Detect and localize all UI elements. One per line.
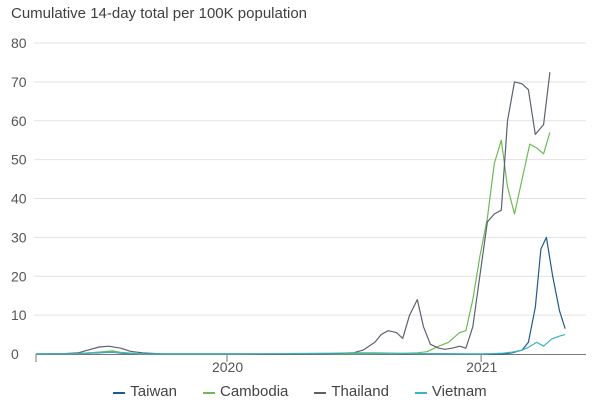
y-tick-label: 20	[11, 268, 27, 284]
legend-swatch	[314, 391, 327, 394]
series-line-thailand	[36, 72, 551, 355]
legend-label: Taiwan	[130, 383, 177, 400]
x-tick-label: 2021	[466, 359, 497, 375]
series-lines	[35, 72, 566, 355]
legend: Taiwan Cambodia Thailand Vietnam	[0, 383, 600, 400]
legend-item-vietnam: Vietnam	[414, 383, 487, 400]
y-tick-label: 80	[11, 35, 27, 51]
chart-title: Cumulative 14-day total per 100K populat…	[11, 5, 308, 22]
gridlines	[34, 42, 586, 316]
legend-label: Thailand	[331, 383, 389, 400]
legend-item-taiwan: Taiwan	[113, 383, 177, 400]
series-line-cambodia	[35, 132, 551, 355]
legend-item-cambodia: Cambodia	[203, 383, 288, 400]
legend-item-thailand: Thailand	[314, 383, 389, 400]
legend-label: Vietnam	[431, 383, 487, 400]
legend-swatch	[113, 391, 126, 394]
y-tick-label: 30	[11, 229, 27, 245]
axes: 0 10 20 30 40 50 60 70 80 2020 2021	[11, 35, 586, 375]
series-line-taiwan	[35, 236, 566, 355]
y-tick-label: 40	[11, 191, 27, 207]
legend-label: Cambodia	[220, 383, 289, 400]
y-tick-label: 0	[11, 346, 19, 362]
y-tick-label: 10	[11, 307, 27, 323]
x-tick-label: 2020	[212, 359, 243, 375]
series-line-vietnam	[35, 334, 566, 355]
y-tick-label: 50	[11, 152, 27, 168]
y-tick-label: 70	[11, 74, 27, 90]
legend-swatch	[414, 391, 427, 394]
legend-swatch	[203, 391, 215, 394]
y-tick-label: 60	[11, 113, 27, 129]
